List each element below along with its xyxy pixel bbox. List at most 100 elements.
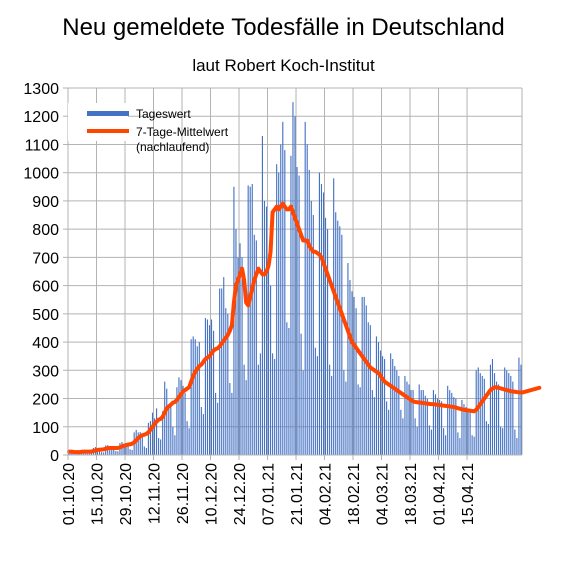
bar-tageswert: [414, 418, 416, 455]
bar-tageswert: [125, 444, 127, 455]
bar-tageswert: [188, 428, 190, 455]
bar-tageswert: [432, 390, 434, 455]
bar-tageswert: [101, 452, 103, 455]
bar-tageswert: [314, 347, 316, 455]
y-tick-label: 800: [32, 222, 59, 239]
bar-tageswert: [278, 172, 280, 455]
legend-label-mittelwert-line2: (nachlaufend): [136, 140, 209, 154]
bar-tageswert: [459, 438, 461, 455]
bar-tageswert: [495, 381, 498, 455]
bar-tageswert: [123, 443, 125, 455]
bar-tageswert: [347, 263, 349, 455]
y-tick-label: 900: [32, 194, 59, 211]
bar-tageswert: [270, 285, 272, 455]
bar-tageswert: [149, 421, 152, 455]
bar-tageswert: [194, 339, 196, 455]
bar-tageswert: [247, 185, 249, 455]
y-tick-label: 600: [32, 279, 59, 296]
bar-tageswert: [111, 445, 113, 455]
bar-tageswert: [514, 429, 516, 455]
bar-tageswert: [176, 387, 178, 455]
y-tick-label: 1100: [25, 137, 60, 154]
bar-tageswert: [312, 215, 314, 455]
y-tick-label: 200: [32, 392, 59, 409]
bar-tageswert: [402, 418, 404, 455]
bar-tageswert: [453, 397, 455, 455]
x-tick-label: 29.10.20: [118, 463, 135, 525]
bar-tageswert: [428, 425, 430, 455]
bar-tageswert: [463, 404, 465, 455]
bar-tageswert: [339, 226, 341, 455]
bar-tageswert: [445, 435, 447, 455]
bar-tageswert: [451, 392, 453, 455]
bar-tageswert: [455, 398, 457, 455]
bar-tageswert: [153, 418, 156, 455]
y-tick-label: 100: [32, 420, 59, 437]
bar-tageswert: [473, 436, 475, 455]
bar-tageswert: [510, 375, 512, 455]
bar-tageswert: [441, 401, 443, 455]
bar-tageswert: [288, 327, 290, 455]
x-tick-label: 21.01.21: [289, 463, 306, 525]
bar-tageswert: [198, 342, 200, 455]
bar-tageswert: [72, 453, 74, 455]
bar-tageswert: [253, 234, 255, 455]
bar-tageswert: [457, 432, 459, 455]
bar-tageswert: [329, 364, 331, 455]
bar-tageswert: [335, 212, 337, 455]
bar-tageswert: [469, 411, 471, 455]
bar-tageswert: [86, 453, 88, 455]
bar-tageswert: [243, 364, 245, 455]
x-tick-label: 04.02.21: [318, 463, 335, 525]
bar-tageswert: [151, 412, 154, 455]
bar-tageswert: [274, 359, 276, 455]
bar-tageswert: [422, 390, 424, 455]
bar-tageswert: [449, 390, 451, 455]
bar-tageswert: [512, 381, 514, 455]
tageswert-bars: [68, 102, 522, 456]
bar-tageswert: [196, 346, 198, 455]
bar-tageswert: [255, 240, 257, 455]
bar-tageswert: [186, 421, 188, 455]
bar-tageswert: [235, 229, 237, 455]
bar-tageswert: [477, 367, 479, 455]
bar-tageswert: [180, 380, 182, 455]
y-tick-label: 500: [32, 307, 59, 324]
bar-tageswert: [239, 243, 241, 455]
bar-tageswert: [178, 377, 180, 455]
bar-tageswert: [182, 385, 184, 455]
bar-tageswert: [145, 447, 147, 455]
bar-tageswert: [215, 392, 217, 455]
bar-tageswert: [516, 438, 518, 455]
bar-tageswert: [174, 435, 176, 455]
bar-tageswert: [219, 288, 221, 455]
bar-tageswert: [343, 370, 345, 455]
bar-tageswert: [388, 409, 390, 455]
bar-tageswert: [286, 322, 288, 455]
bar-tageswert: [231, 392, 233, 455]
legend: Tageswert 7-Tage-Mittelwert (nachlaufend): [68, 103, 229, 154]
bar-tageswert: [467, 409, 469, 455]
bar-tageswert: [438, 399, 441, 455]
bar-tageswert: [221, 288, 223, 455]
bar-tageswert: [296, 167, 298, 456]
bar-tageswert: [184, 392, 186, 455]
y-tick-label: 1000: [23, 166, 59, 183]
bar-tageswert: [204, 318, 206, 455]
bar-tageswert: [375, 336, 377, 455]
bar-tageswert: [430, 429, 432, 455]
bar-tageswert: [156, 408, 158, 455]
bar-tageswert: [345, 381, 347, 455]
bar-tageswert: [223, 277, 225, 455]
y-tick-label: 1300: [23, 81, 59, 98]
bar-tageswert: [200, 407, 202, 455]
x-tick-label: 15.10.20: [90, 463, 107, 525]
bar-tageswert: [394, 366, 396, 455]
bar-tageswert: [465, 407, 467, 455]
bar-tageswert: [363, 296, 365, 455]
legend-swatch-tageswert: [87, 111, 129, 116]
bar-tageswert: [113, 447, 115, 455]
bar-tageswert: [117, 451, 119, 455]
bar-tageswert: [147, 422, 149, 455]
bar-tageswert: [355, 308, 357, 455]
